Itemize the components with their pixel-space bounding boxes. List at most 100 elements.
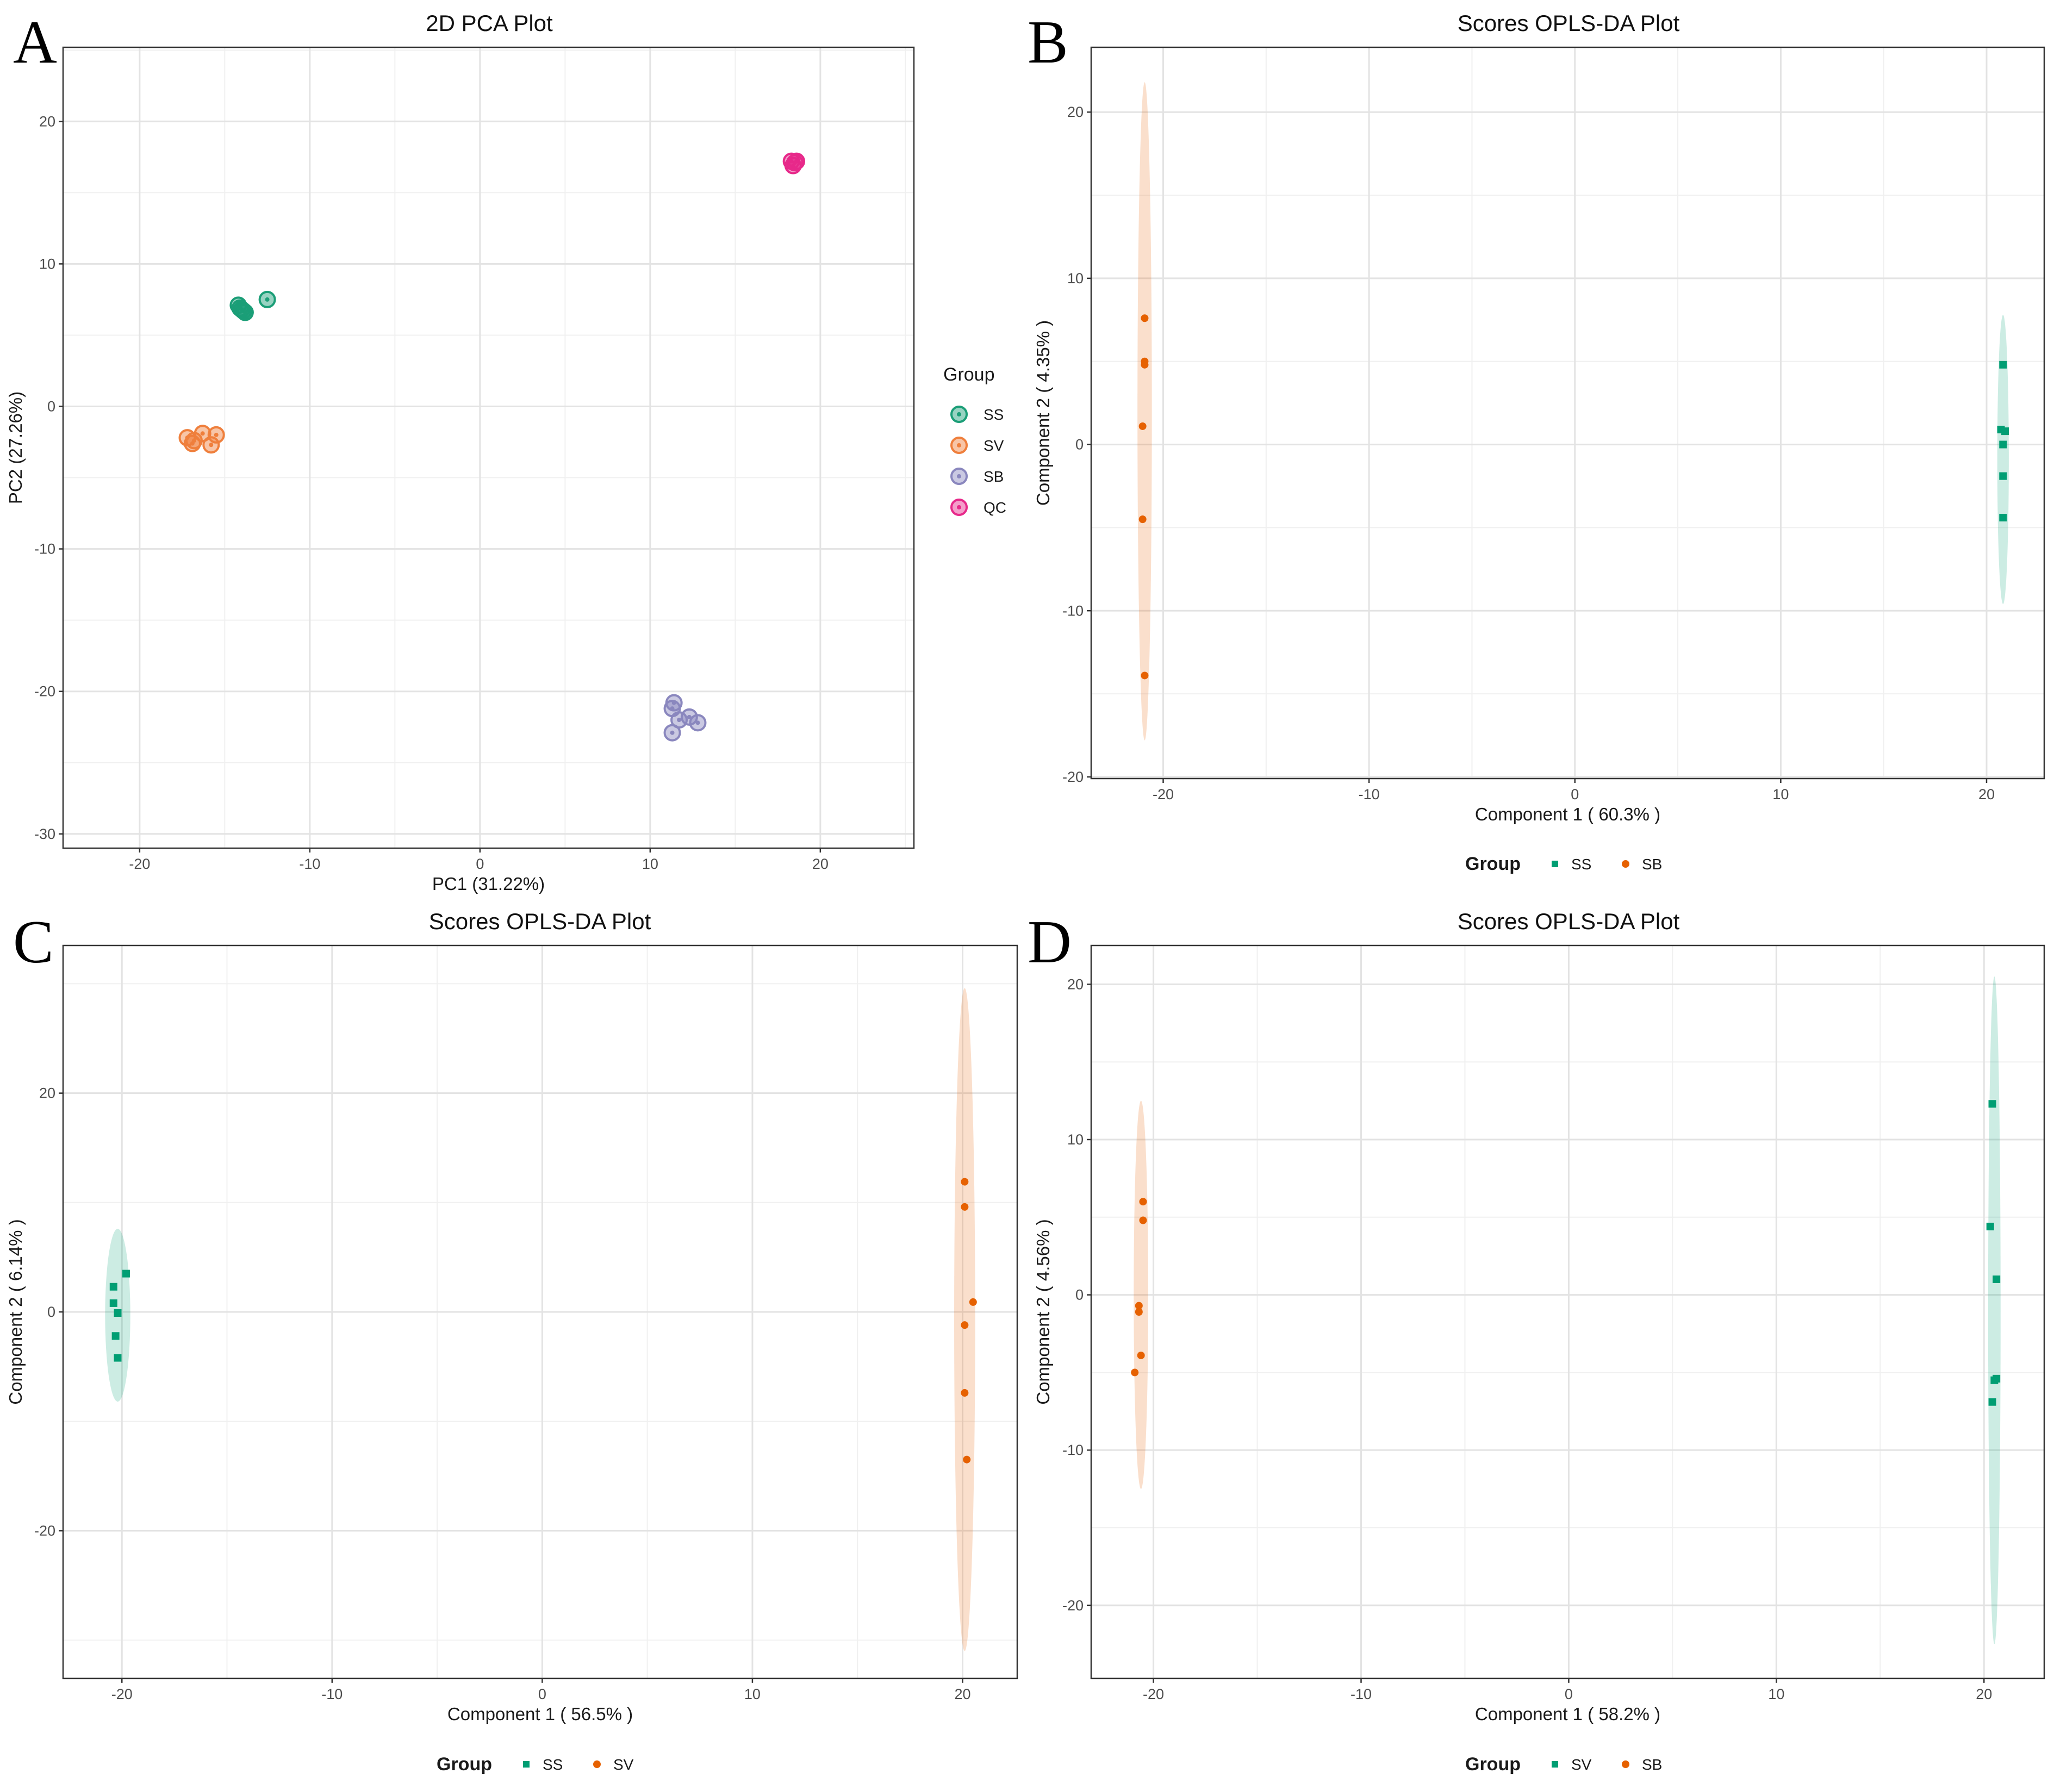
panel-c: C -20 -10 0 10 20 -20 0 20 Scores OPLS-DA Plot Com…	[5, 909, 1018, 1775]
x-tick-label: -20	[129, 856, 150, 872]
confidence-ellipse-sv	[1988, 976, 2001, 1645]
x-axis-label: Component 1 ( 60.3% )	[1475, 804, 1660, 824]
series-sv	[961, 1178, 977, 1464]
legend-title: Group	[1465, 1754, 1521, 1775]
data-point-sb	[1135, 1308, 1143, 1316]
legend-key-center	[957, 474, 961, 478]
legend-key-center	[957, 412, 961, 416]
y-tick-label: 10	[39, 256, 55, 272]
x-axis-label: Component 1 ( 58.2% )	[1475, 1704, 1660, 1724]
data-point-sv	[961, 1203, 969, 1211]
series-sb	[663, 694, 707, 742]
panel-b: B -20 -10 0 10 20 -20 -10 0 10 20 Scores OPLS-DA Pl…	[1028, 9, 2045, 874]
y-tick-label: 10	[1067, 1131, 1084, 1148]
data-point-center	[695, 720, 700, 725]
data-point-center	[242, 310, 247, 315]
y-tick-label: 20	[39, 113, 55, 129]
y-tick-label: 0	[47, 1304, 55, 1320]
data-point-sv	[961, 1178, 969, 1186]
legend-label: QC	[984, 499, 1006, 516]
confidence-ellipse-ss	[1997, 315, 2009, 605]
x-axis-label: PC1 (31.22%)	[432, 874, 545, 894]
x-tick-label: 20	[812, 856, 829, 872]
legend-label: SV	[613, 1756, 634, 1773]
data-point-center	[209, 443, 214, 447]
y-tick-label: -20	[34, 683, 55, 700]
y-tick-label: -10	[1062, 1442, 1084, 1458]
x-tick-label: -10	[1359, 786, 1380, 802]
y-tick-label: 0	[1075, 437, 1084, 453]
data-point-center	[677, 718, 682, 723]
data-point-sb	[1135, 1302, 1143, 1310]
data-point-sv	[1993, 1275, 2001, 1284]
legend-label: SV	[1571, 1756, 1592, 1773]
legend-label: SV	[984, 437, 1004, 454]
y-tick-label: 0	[1075, 1287, 1084, 1303]
data-point-sv	[969, 1298, 977, 1306]
y-tick-label: -20	[1062, 1597, 1084, 1614]
data-point-sb	[1131, 1368, 1139, 1377]
series-qc	[782, 152, 806, 175]
legend: Group SS SB	[1465, 854, 1662, 874]
legend: Group SV SB	[1465, 1754, 1662, 1775]
x-tick-label: 0	[1565, 1686, 1573, 1702]
x-tick-label: 10	[1768, 1686, 1784, 1702]
x-axis-label: Component 1 ( 56.5% )	[447, 1704, 633, 1724]
data-point-ss	[114, 1354, 122, 1362]
x-tick-label: -20	[1153, 786, 1174, 802]
confidence-ellipse-sb	[1134, 1100, 1149, 1489]
grid	[1091, 47, 2044, 779]
legend-title: Group	[943, 364, 995, 385]
y-tick-label: 20	[1067, 976, 1084, 992]
x-tick-label: 20	[1976, 1686, 1992, 1702]
legend-label: SB	[1642, 856, 1662, 873]
data-point-sb	[1139, 1198, 1147, 1206]
x-tick-label: 0	[476, 856, 484, 872]
data-point-center	[792, 160, 797, 165]
x-tick-label: -20	[111, 1686, 133, 1702]
chart-title: Scores OPLS-DA Plot	[429, 909, 651, 934]
y-tick-label: 20	[1067, 104, 1084, 120]
series-sv	[1986, 1100, 2001, 1406]
plot-background	[1091, 945, 2044, 1678]
legend-key-sv	[593, 1760, 601, 1768]
x-tick-label: 0	[1571, 786, 1579, 802]
plot-border	[1090, 944, 2045, 1679]
legend-title: Group	[1465, 854, 1521, 874]
series-ss	[109, 1270, 130, 1362]
data-point-center	[789, 159, 794, 164]
x-tick-label: 20	[1978, 786, 1995, 802]
series-sb	[1138, 314, 1149, 680]
data-point-sv	[961, 1389, 969, 1397]
y-tick-label: 20	[39, 1085, 55, 1102]
legend-label: SS	[1571, 856, 1591, 873]
panel-a: A -20 -10 0 10 20 -30 -20 -10 0 10 20 2D PCA Plot PC1…	[5, 9, 1006, 894]
series-sb	[1131, 1198, 1147, 1377]
data-point-center	[687, 714, 692, 719]
data-point-ss	[2001, 427, 2009, 435]
series-ss	[229, 290, 276, 321]
data-point-sv	[1993, 1374, 2001, 1383]
legend-key-center	[957, 505, 961, 509]
data-point-sb	[1141, 671, 1149, 680]
x-tick-label: -20	[1143, 1686, 1164, 1702]
legend-title: Group	[437, 1754, 492, 1775]
plot-border	[1090, 46, 2045, 780]
data-point-center	[192, 438, 197, 443]
data-point-sb	[1137, 1351, 1145, 1359]
x-tick-label: 10	[642, 856, 658, 872]
data-point-sb	[1138, 515, 1147, 524]
y-axis-label: PC2 (27.26%)	[5, 391, 26, 504]
legend: Group SS SV	[437, 1754, 634, 1775]
data-point-sv	[963, 1455, 971, 1464]
legend-key-sb	[1622, 1760, 1629, 1768]
legend: Group SS SV SB QC	[943, 364, 1006, 516]
plot-border	[62, 46, 915, 849]
panel-letter: A	[13, 9, 57, 76]
data-point-sv	[961, 1321, 969, 1329]
panel-letter: D	[1028, 909, 1072, 976]
legend-key-ss	[523, 1761, 530, 1768]
legend-label: SB	[1642, 1756, 1662, 1773]
series-sv	[178, 425, 225, 454]
y-axis-label: Component 2 ( 4.56% )	[1033, 1219, 1053, 1404]
